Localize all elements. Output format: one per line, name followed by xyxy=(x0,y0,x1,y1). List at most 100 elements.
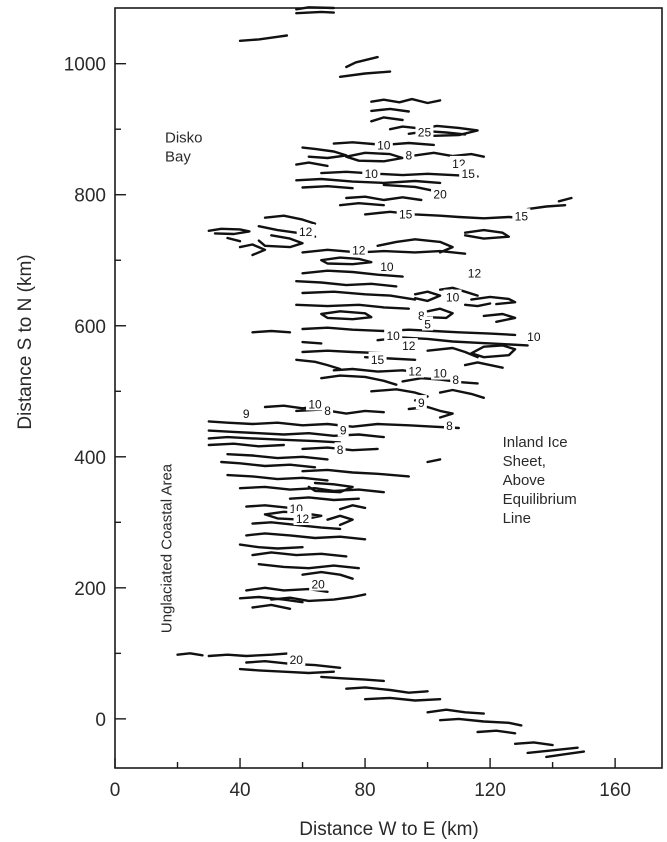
contour-line xyxy=(251,329,292,334)
contour-line xyxy=(301,185,354,190)
contour-line xyxy=(295,6,335,11)
contour-label-bg xyxy=(377,258,396,273)
annotation-line: Bay xyxy=(165,148,191,165)
contour-label: 5 xyxy=(424,317,431,331)
contour-line xyxy=(207,442,285,448)
annotation-line: Above xyxy=(503,472,546,489)
annotation-line: Inland Ice xyxy=(503,434,568,451)
contour-label-bg xyxy=(337,422,349,437)
contour-line xyxy=(345,55,379,69)
contour-label: 12 xyxy=(299,225,313,239)
y-tick-label: 1000 xyxy=(64,55,106,76)
contour-label: 10 xyxy=(365,167,379,181)
contour-label: 10 xyxy=(308,397,322,411)
contour-line xyxy=(338,70,392,78)
contour-label: 10 xyxy=(433,367,447,381)
contour-line xyxy=(226,453,329,461)
contour-line xyxy=(257,563,360,570)
contour-line xyxy=(301,468,410,478)
contour-line xyxy=(513,741,554,747)
plot-area-border xyxy=(114,7,663,769)
contour-line xyxy=(320,675,385,683)
contour-line xyxy=(482,312,517,323)
contour-label-bg xyxy=(240,406,252,421)
contour-line xyxy=(407,405,454,419)
contour-label: 15 xyxy=(515,209,529,223)
contour-label-bg xyxy=(406,363,425,378)
contour-line xyxy=(263,214,317,225)
contour-line xyxy=(301,269,404,278)
contour-line xyxy=(526,746,579,755)
contour-label: 12 xyxy=(402,339,416,353)
contour-label-bg xyxy=(374,137,393,152)
contour-label-bg xyxy=(309,576,328,591)
plot-frame xyxy=(114,7,663,769)
contour-line xyxy=(220,460,317,469)
contour-line xyxy=(245,504,292,510)
contour-line xyxy=(413,290,442,303)
contour-label: 9 xyxy=(243,407,250,421)
x-tick-label: 120 xyxy=(474,780,506,801)
annotation-line: Equilibrium xyxy=(503,491,577,508)
contour-line xyxy=(301,326,517,337)
contour-label-bg xyxy=(431,365,450,380)
contour-label: 8 xyxy=(418,309,425,323)
contour-label-bg xyxy=(465,265,484,280)
contour-line xyxy=(295,10,335,15)
contour-label-bg xyxy=(384,328,403,343)
x-axis-title: Distance W to E (km) xyxy=(299,819,478,840)
contour-label-bg xyxy=(512,208,531,223)
contour-label-bg xyxy=(287,651,306,666)
y-axis: 0 200 400 600 800 1000 xyxy=(64,55,126,731)
contour-line xyxy=(376,336,529,347)
contour-line xyxy=(226,473,329,482)
contour-label: 10 xyxy=(377,139,391,153)
contour-label: 10 xyxy=(527,330,541,344)
y-tick-label: 800 xyxy=(74,186,106,207)
contour-line xyxy=(295,358,342,371)
contour-label-bg xyxy=(322,402,334,417)
contour-line xyxy=(238,485,385,494)
contour-label: 8 xyxy=(446,419,453,433)
contour-line xyxy=(238,595,304,604)
contour-label: 12 xyxy=(296,512,310,526)
contour-label-bg xyxy=(403,147,415,162)
contour-line xyxy=(463,361,504,369)
contour-line xyxy=(476,729,517,735)
contour-label: 20 xyxy=(433,188,447,202)
contour-line xyxy=(463,302,492,308)
annotation-coastal-area: Unglaciated Coastal Area xyxy=(158,463,175,633)
contour-label: 15 xyxy=(399,207,413,221)
contour-line xyxy=(413,151,485,158)
contour-label-bg xyxy=(396,206,415,221)
x-tick-label: 0 xyxy=(110,780,121,801)
contour-line xyxy=(363,696,442,702)
contour-line xyxy=(370,97,442,105)
contour-label-bg xyxy=(399,338,418,353)
y-tick-label: 200 xyxy=(74,579,106,600)
annotation-line: Line xyxy=(503,510,531,527)
contour-line xyxy=(426,307,454,320)
contour-label: 12 xyxy=(468,266,482,280)
contour-label: 8 xyxy=(324,404,331,418)
contour-line xyxy=(301,340,323,345)
contour-line xyxy=(207,435,342,444)
contour-line xyxy=(226,236,242,243)
contour-line xyxy=(545,750,586,759)
contour-line xyxy=(207,429,385,439)
contour-label-bg xyxy=(415,395,427,410)
annotation-line: Sheet, xyxy=(503,453,546,470)
contour-line xyxy=(320,374,398,386)
contour-line xyxy=(438,388,485,399)
contour-label-bg xyxy=(443,418,455,432)
contour-line xyxy=(345,686,429,694)
contour-line xyxy=(370,107,410,113)
contour-line xyxy=(438,717,523,727)
contour-line xyxy=(295,177,442,185)
contour-line xyxy=(338,504,367,511)
contour-line xyxy=(301,290,417,301)
contour-line xyxy=(320,256,373,266)
contour-line xyxy=(470,295,517,306)
contour-line xyxy=(301,146,348,160)
